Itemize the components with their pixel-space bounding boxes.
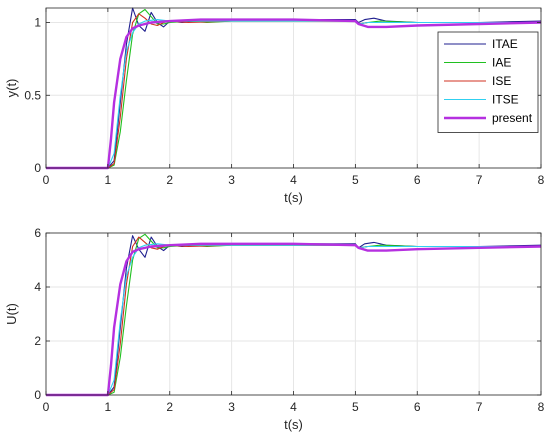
x-tick-label: 4 bbox=[290, 400, 297, 414]
y-tick-label: 4 bbox=[34, 280, 41, 294]
x-tick-label: 2 bbox=[166, 400, 173, 414]
x-tick-label: 8 bbox=[538, 173, 545, 187]
x-axis-label: t(s) bbox=[284, 190, 303, 205]
legend: ITAE IAE ISE ITSE present bbox=[437, 31, 539, 133]
legend-label: ITAE bbox=[492, 37, 518, 51]
x-tick-label: 7 bbox=[476, 173, 483, 187]
x-tick-label: 4 bbox=[290, 173, 297, 187]
y-tick-label: 1 bbox=[34, 16, 41, 30]
x-tick-label: 3 bbox=[228, 173, 235, 187]
x-tick-label: 5 bbox=[352, 173, 359, 187]
x-tick-label: 8 bbox=[538, 400, 545, 414]
x-tick-label: 6 bbox=[414, 400, 421, 414]
y-axis-label: y(t) bbox=[4, 79, 19, 98]
series-line-present bbox=[46, 242, 542, 397]
series-line-present bbox=[46, 18, 542, 170]
x-tick-label: 5 bbox=[352, 400, 359, 414]
top-plot-y: 0 1 2 3 4 5 6 7 8 0 0.5 1 t(s) y(t) ITAE IAE ISE ITSE pres… bbox=[4, 7, 545, 205]
x-tick-label: 1 bbox=[105, 400, 112, 414]
legend-label: IAE bbox=[492, 56, 511, 70]
legend-box bbox=[437, 31, 539, 133]
bottom-plot-u: 0 1 2 3 4 5 6 7 8 0 2 4 6 t(s) U(t) bbox=[4, 226, 545, 432]
y-tick-label: 6 bbox=[34, 226, 41, 240]
x-tick-label: 1 bbox=[105, 173, 112, 187]
y-tick-label: 0 bbox=[34, 388, 41, 402]
legend-label: present bbox=[492, 111, 533, 125]
legend-label: ISE bbox=[492, 74, 511, 88]
y-tick-label: 0 bbox=[34, 161, 41, 175]
legend-label: ITSE bbox=[492, 93, 519, 107]
x-tick-label: 2 bbox=[166, 173, 173, 187]
x-tick-label: 7 bbox=[476, 400, 483, 414]
y-tick-label: 0.5 bbox=[24, 88, 41, 102]
x-tick-label: 6 bbox=[414, 173, 421, 187]
x-tick-label: 0 bbox=[43, 400, 50, 414]
y-tick-label: 2 bbox=[34, 334, 41, 348]
x-axis-label: t(s) bbox=[284, 417, 303, 432]
y-axis-label: U(t) bbox=[4, 303, 19, 325]
x-tick-label: 3 bbox=[228, 400, 235, 414]
x-tick-label: 0 bbox=[43, 173, 50, 187]
